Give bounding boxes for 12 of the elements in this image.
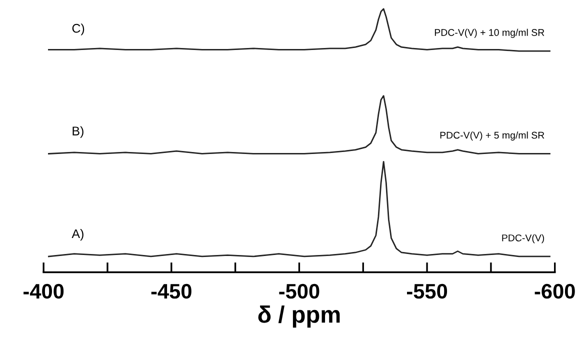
x-tick-label: -450: [151, 284, 192, 299]
series-label: A): [72, 228, 84, 241]
x-tick-label: -400: [24, 284, 64, 299]
x-tick-label: -600: [534, 284, 575, 299]
series-label: C): [72, 24, 84, 36]
annotation: PDC-V(V) + 10 mg/ml SR: [434, 28, 544, 38]
series-label: B): [72, 126, 84, 138]
x-axis-title: δ / ppm: [258, 306, 340, 328]
x-tick-label: -550: [407, 284, 448, 299]
x-tick-label: -500: [279, 284, 320, 299]
annotation: PDC-V(V) + 5 mg/ml SR: [440, 132, 544, 141]
annotation: PDC-V(V): [502, 234, 544, 244]
